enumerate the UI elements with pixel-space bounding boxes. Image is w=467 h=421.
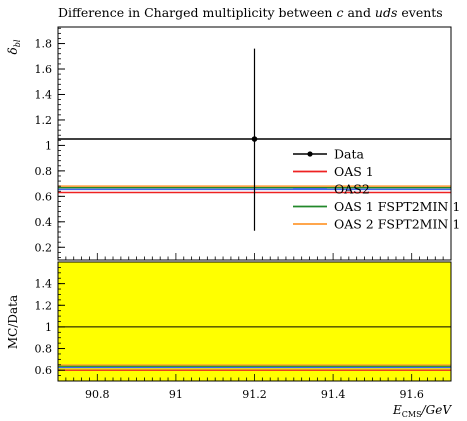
x-tick-label: 91.6 bbox=[399, 388, 424, 401]
x-tick-label: 90.8 bbox=[85, 388, 110, 401]
y-tick-label-ratio: 1.2 bbox=[35, 299, 53, 312]
chart-title: Difference in Charged multiplicity betwe… bbox=[58, 5, 443, 20]
y-tick-label-ratio: 0.8 bbox=[35, 343, 53, 356]
y-axis-label-main-sub: bl bbox=[13, 39, 22, 47]
chart-title-prefix: Difference in Charged multiplicity betwe… bbox=[58, 5, 336, 20]
y-tick-label-ratio: 1.4 bbox=[35, 278, 53, 291]
chart-title-suffix: events bbox=[397, 5, 442, 20]
y-tick-label-ratio: 1 bbox=[45, 321, 52, 334]
main-panel: 0.2 0.4 0.6 0.8 1 1.2 1.4 1.6 1.8 bbox=[35, 26, 452, 261]
x-axis-label: ECMS/GeV bbox=[392, 403, 452, 419]
x-tick-label: 91.4 bbox=[321, 388, 346, 401]
chart-title-uds: uds bbox=[375, 5, 397, 20]
legend-label-2: OAS2 bbox=[334, 182, 370, 197]
legend: Data OAS 1 OAS2 OAS 1 FSPT2MIN 1 OAS 2 FSPT2… bbox=[293, 147, 460, 232]
y-tick-label-main: 1 bbox=[45, 139, 52, 152]
y-tick-label-main: 1.4 bbox=[35, 88, 53, 101]
y-tick-label-main: 1.8 bbox=[35, 38, 53, 51]
legend-label-1: OAS 1 bbox=[334, 164, 374, 179]
y-axis-label-main: δbl bbox=[6, 39, 22, 54]
x-axis: 90.8 91 91.2 91.4 91.6 bbox=[57, 374, 452, 401]
y-axis-label-ratio: MC/Data bbox=[6, 295, 20, 349]
legend-label-0: Data bbox=[334, 147, 364, 162]
y-tick-label-main: 0.6 bbox=[35, 190, 53, 203]
x-tick-label: 91.2 bbox=[242, 388, 267, 401]
x-axis-label-sub: CMS bbox=[402, 410, 422, 419]
x-axis-label-suffix: /GeV bbox=[421, 403, 453, 417]
y-tick-label-main: 1.2 bbox=[35, 114, 53, 127]
chart-title-middle: and bbox=[343, 5, 374, 20]
chart-title-c: c bbox=[336, 5, 343, 20]
y-tick-label-main: 0.8 bbox=[35, 165, 53, 178]
data-point bbox=[251, 136, 258, 142]
y-tick-label-ratio: 0.6 bbox=[35, 364, 53, 377]
y-tick-label-main: 1.6 bbox=[35, 63, 53, 76]
x-axis-label-base: E bbox=[392, 403, 402, 417]
legend-label-4: OAS 2 FSPT2MIN 1 bbox=[334, 217, 460, 232]
ratio-band bbox=[58, 262, 451, 381]
legend-label-3: OAS 1 FSPT2MIN 1 bbox=[334, 199, 460, 214]
x-tick-label: 91 bbox=[169, 388, 183, 401]
y-axis-label-main-base: δ bbox=[6, 47, 20, 54]
y-tick-label-main: 0.4 bbox=[35, 216, 53, 229]
ratio-panel: 0.6 0.8 1 1.2 1.4 bbox=[35, 261, 452, 382]
legend-marker-data bbox=[307, 151, 313, 157]
y-tick-label-main: 0.2 bbox=[35, 241, 53, 254]
